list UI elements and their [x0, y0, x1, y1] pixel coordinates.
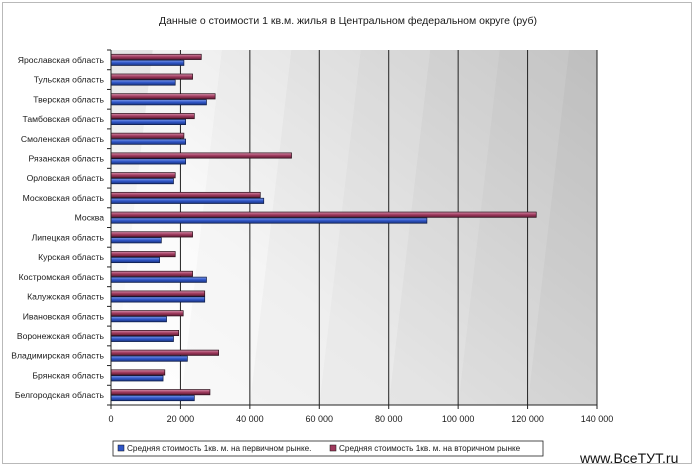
category-label: Калужская область [27, 292, 104, 302]
category-label: Курская область [38, 252, 104, 262]
category-labels: Ярославская область Тульская область Тверс… [11, 55, 104, 400]
x-tick-label: 140 000 [581, 414, 614, 424]
bar-secondary-market [110, 349, 219, 356]
bar-secondary-market [110, 132, 185, 139]
bar-primary-market [110, 158, 186, 165]
bar-primary-market [110, 79, 176, 86]
chart-title: Данные о стоимости 1 кв.м. жилья в Центр… [159, 15, 537, 27]
x-tick-label: 60 000 [306, 414, 334, 424]
bar-primary-market [110, 257, 160, 264]
x-tick-label: 80 000 [375, 414, 403, 424]
background-band [527, 50, 597, 405]
background-band [388, 50, 500, 405]
bar-secondary-market [110, 53, 202, 60]
x-tick-label: 0 [108, 414, 113, 424]
category-label: Брянская область [32, 370, 104, 380]
bar-primary-market [110, 138, 186, 145]
watermark: www.ВсеТУТ.ru [579, 450, 678, 466]
background-band [180, 50, 292, 405]
bar-primary-market [110, 237, 162, 244]
bar-primary-market [110, 276, 207, 283]
bar-secondary-market [110, 172, 176, 179]
category-label: Москва [75, 213, 105, 223]
category-label: Костромская область [19, 272, 105, 282]
bar-secondary-market [110, 369, 166, 376]
category-label: Тамбовская область [22, 114, 104, 124]
bar-secondary-market [110, 251, 176, 258]
bar-primary-market [110, 296, 206, 303]
bar-secondary-market [110, 310, 184, 317]
bar-secondary-market [110, 113, 195, 120]
bar-secondary-market [110, 73, 193, 80]
legend-box [112, 440, 544, 457]
legend-swatch-secondary [329, 444, 337, 452]
bar-secondary-market [110, 93, 216, 100]
category-label: Орловская область [27, 173, 105, 183]
bar-primary-market [110, 178, 174, 185]
bar-secondary-market [110, 231, 193, 238]
background-band [249, 50, 361, 405]
bar-primary-market [110, 316, 167, 323]
category-label: Ивановская область [23, 311, 105, 321]
bar-primary-market [110, 395, 195, 402]
bar-primary-market [110, 217, 428, 224]
x-tick-label: 20 000 [167, 414, 195, 424]
category-label: Ярославская область [18, 55, 105, 65]
x-tick-label: 120 000 [511, 414, 544, 424]
bar-secondary-market [110, 330, 180, 337]
bar-primary-market [110, 375, 164, 382]
category-label: Тульская область [34, 75, 105, 85]
bar-secondary-market [110, 389, 211, 396]
bar-secondary-market [110, 191, 261, 198]
bar-primary-market [110, 99, 207, 106]
background-band [458, 50, 570, 405]
x-tick-label: 40 000 [236, 414, 264, 424]
bar-primary-market [110, 197, 265, 204]
bar-primary-market [110, 59, 185, 66]
category-label: Смоленская область [21, 134, 105, 144]
category-label: Владимирская область [11, 351, 104, 361]
bar-primary-market [110, 335, 174, 342]
category-label: Липецкая область [32, 232, 105, 242]
category-label: Московская область [23, 193, 105, 203]
legend: Средняя стоимость 1кв. м. на первичном р… [112, 440, 544, 457]
bar-primary-market [110, 118, 186, 125]
x-axis-tick-labels: 0 20 000 40 000 60 000 80 000 100 000 120 000 1… [108, 414, 613, 424]
legend-label-primary: Средняя стоимость 1кв. м. на первичном р… [127, 444, 311, 453]
plot-background-stripes [111, 50, 597, 405]
bar-secondary-market [110, 152, 292, 159]
bar-primary-market [110, 355, 188, 362]
background-band [319, 50, 431, 405]
gridlines [179, 50, 598, 405]
legend-label-secondary: Средняя стоимость 1кв. м. на вторичном р… [339, 444, 521, 453]
bar-secondary-market [110, 290, 206, 297]
category-label: Белгородская область [15, 390, 105, 400]
category-label: Рязанская область [29, 153, 105, 163]
bar-secondary-market [110, 270, 193, 277]
x-tick-label: 100 000 [442, 414, 475, 424]
axes-group [107, 49, 598, 409]
bar-secondary-market [110, 211, 537, 218]
legend-swatch-primary [117, 444, 125, 452]
category-label: Тверская область [33, 94, 104, 104]
category-label: Воронежская область [17, 331, 105, 341]
